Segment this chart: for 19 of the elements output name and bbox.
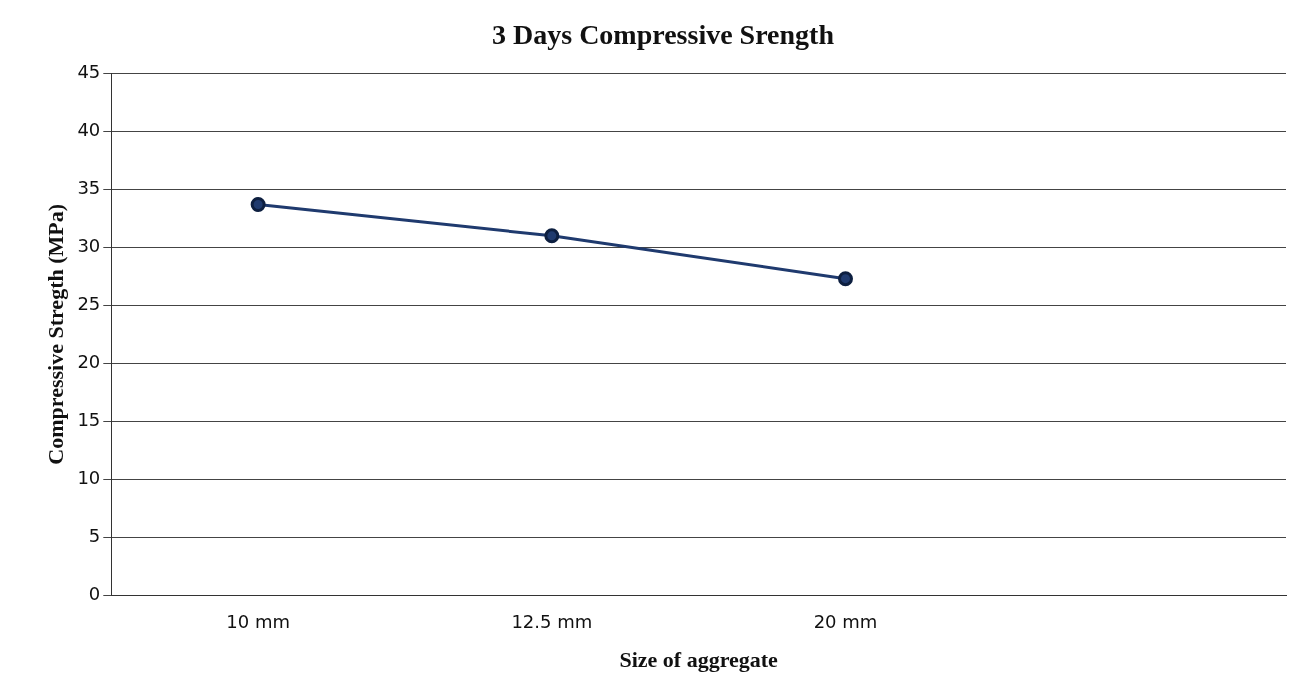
point — [837, 271, 853, 287]
chart-title: 3 Days Compressive Srength — [492, 19, 835, 51]
x-tick-label: 12.5 mm — [511, 611, 593, 633]
y-tick-label: 30 — [77, 235, 101, 257]
y-tick-label: 45 — [77, 61, 101, 83]
y-tick-label: 10 — [77, 466, 101, 488]
x-axis-title: Size of aggregate — [619, 647, 779, 673]
point — [250, 197, 266, 213]
x-tick-label: 10 mm — [226, 611, 290, 633]
y-tick-label: 20 — [77, 350, 101, 372]
y-tick-label: 5 — [88, 524, 101, 546]
y-tick-label: 35 — [77, 177, 101, 199]
y-tick-label: 40 — [77, 119, 101, 141]
y-axis-title: Compressive Stregth (MPa) — [42, 203, 68, 465]
y-tick-label: 0 — [88, 582, 101, 604]
y-tick-label: 15 — [77, 408, 101, 430]
x-tick-label: 20 mm — [813, 611, 878, 633]
y-tick-label: 25 — [77, 293, 101, 315]
point — [544, 228, 560, 244]
